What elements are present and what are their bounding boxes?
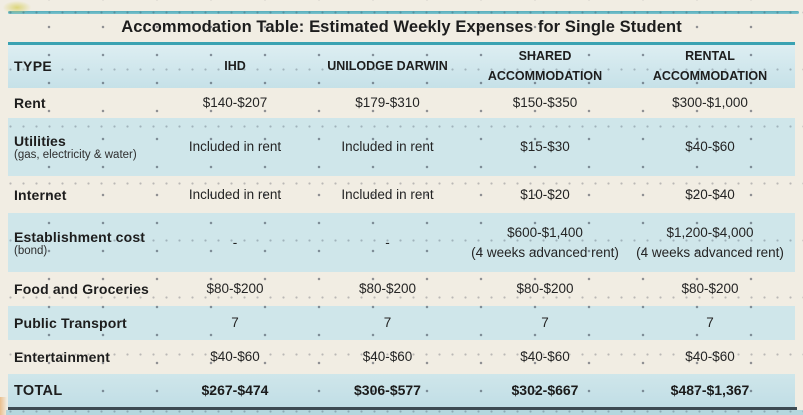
row-label: Entertainment xyxy=(14,349,111,365)
value-cell: Included in rent xyxy=(188,186,282,202)
row-sublabel: (gas, electricity & water) xyxy=(14,149,137,161)
value-cell: $20-$40 xyxy=(685,186,735,202)
table-row-food-and-groceries: Food and Groceries $80-$200 $80-$200 $80-$2… xyxy=(8,272,795,306)
bottom-strip xyxy=(6,410,803,415)
value-cell: 7 xyxy=(706,315,714,331)
value-cell: Included in rent xyxy=(188,139,282,155)
row-label: Public Transport xyxy=(14,315,127,331)
value-cell: $267-$474 xyxy=(201,382,269,399)
table-row-internet: Internet Included in rent Included in rent… xyxy=(8,176,795,213)
value-cell: $80-$200 xyxy=(681,281,739,297)
value-cell: - xyxy=(385,234,390,250)
row-label: Rent xyxy=(14,95,46,111)
row-label-cell: Internet xyxy=(8,176,160,213)
value-cell: $80-$200 xyxy=(358,281,417,297)
column-header-shared-accommodation: SHARED ACCOMMODATION xyxy=(487,49,603,83)
table-header-row: TYPE IHD UNILODGE DARWIN SHARED ACCOMMODATI… xyxy=(8,45,795,88)
value-cell: $10-$20 xyxy=(520,186,570,202)
value-cell: $40-$60 xyxy=(362,349,413,365)
row-label-cell: Entertainment xyxy=(8,340,160,374)
value-cell: $40-$60 xyxy=(685,349,735,365)
row-label: Internet xyxy=(14,186,67,203)
table-row-public-transport: Public Transport 7 7 7 7 xyxy=(8,306,795,340)
column-header-unilodge-darwin: UNILODGE DARWIN xyxy=(327,58,448,73)
value-cell: $140-$207 xyxy=(202,95,268,111)
value-cell: $15-$30 xyxy=(520,139,570,155)
column-header-ihd: IHD xyxy=(224,58,246,73)
row-label-cell: Utilities (gas, electricity & water) xyxy=(8,118,160,176)
row-sublabel: (bond) xyxy=(14,244,48,257)
value-cell: 7 xyxy=(541,315,549,331)
value-cell: 7 xyxy=(231,315,239,331)
value-cell: $40-$60 xyxy=(210,349,260,365)
value-cell: $1,200-$4,000 (4 weeks advanced rent) xyxy=(636,224,784,260)
value-cell: $40-$60 xyxy=(520,349,570,365)
value-cell: $306-$577 xyxy=(354,382,421,399)
value-cell: $600-$1,400 (4 weeks advanced rent) xyxy=(471,224,619,260)
value-cell: $80-$200 xyxy=(516,281,574,297)
column-header-rental-accommodation: RENTAL ACCOMMODATION xyxy=(652,49,768,83)
page-title: Accommodation Table: Estimated Weekly Ex… xyxy=(121,18,682,36)
value-cell: $150-$350 xyxy=(512,95,578,111)
table-row-entertainment: Entertainment $40-$60 $40-$60 $40-$60 $40-$6… xyxy=(8,340,795,374)
page-edge xyxy=(0,397,7,415)
top-rule xyxy=(8,11,799,14)
value-cell: Included in rent xyxy=(341,186,434,202)
value-cell: - xyxy=(232,234,238,250)
value-cell: 7 xyxy=(383,315,392,331)
value-cell: $179-$310 xyxy=(355,95,420,111)
value-cell: $302-$667 xyxy=(511,382,579,399)
value-cell: $40-$60 xyxy=(685,139,735,155)
value-cell: $80-$200 xyxy=(206,281,264,297)
value-cell: $300-$1,000 xyxy=(672,95,748,111)
row-label-cell: TOTAL xyxy=(8,374,160,407)
value-cell: Included in rent xyxy=(341,139,434,155)
row-label: Utilities xyxy=(14,133,66,149)
table-row-total: TOTAL $267-$474 $306-$577 $302-$667 $487-$1,… xyxy=(8,374,795,407)
row-label-cell: Food and Groceries xyxy=(8,272,160,306)
table-row-rent: Rent $140-$207 $179-$310 $150-$350 $300-$1,0… xyxy=(8,88,795,118)
row-label-cell: Public Transport xyxy=(8,306,160,340)
row-label: TOTAL xyxy=(14,382,63,399)
row-label: Food and Groceries xyxy=(14,281,149,297)
table-row-utilities: Utilities (gas, electricity & water) Inclu… xyxy=(8,118,795,176)
table-row-establishment-cost: Establishment cost (bond) - - $600-$1,400 (4… xyxy=(8,213,795,272)
expenses-table: TYPE IHD UNILODGE DARWIN SHARED ACCOMMODATI… xyxy=(8,45,795,407)
highlight-smudge xyxy=(3,1,31,14)
row-label: Establishment cost xyxy=(14,228,146,245)
column-header-type: TYPE xyxy=(14,57,53,74)
row-label-cell: Rent xyxy=(8,88,160,118)
row-label-cell: Establishment cost (bond) xyxy=(8,213,160,272)
value-cell: $487-$1,367 xyxy=(670,382,750,399)
